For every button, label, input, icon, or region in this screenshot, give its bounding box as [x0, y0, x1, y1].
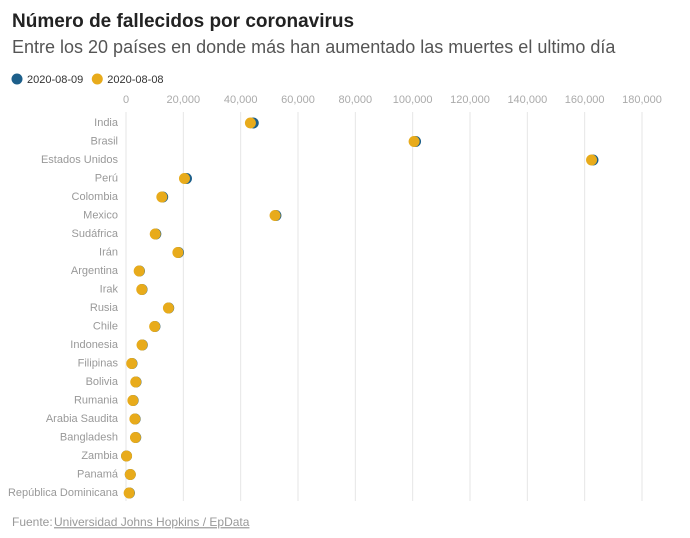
y-tick-label: República Dominicana [8, 487, 119, 499]
y-tick-label: Bolivia [86, 376, 119, 388]
legend-label: 2020-08-08 [107, 74, 163, 86]
source-label: Fuente: [12, 515, 53, 529]
x-tick-label: 100,000 [393, 94, 433, 106]
x-tick-label: 40,000 [224, 94, 258, 106]
y-tick-label: Zambia [81, 450, 119, 462]
dot [124, 469, 136, 480]
y-tick-label: Irak [100, 283, 119, 295]
dot [129, 432, 141, 443]
dot [133, 265, 145, 277]
x-tick-label: 20,000 [167, 94, 201, 106]
dot [244, 117, 256, 129]
dot [129, 413, 141, 425]
y-tick-label: Indonesia [70, 339, 119, 351]
y-tick-label: Filipinas [78, 357, 119, 369]
legend-marker [91, 73, 103, 85]
dot [130, 376, 142, 388]
source-link[interactable]: Universidad Johns Hopkins / EpData [54, 515, 250, 529]
dot [121, 450, 133, 462]
dot [586, 154, 598, 166]
y-tick-label: Rumania [74, 394, 119, 406]
x-tick-label: 0 [123, 94, 129, 106]
dot [156, 191, 168, 203]
x-tick-label: 180,000 [622, 94, 662, 106]
dot [136, 339, 148, 351]
chart-title: Número de fallecidos por coronavirus [12, 11, 354, 32]
y-tick-label: Chile [93, 320, 118, 332]
y-tick-label: Mexico [83, 209, 118, 221]
chart-subtitle: Entre los 20 países en donde más han aum… [12, 37, 616, 57]
y-tick-label: Sudáfrica [72, 228, 119, 240]
dot [269, 210, 281, 221]
y-tick-label: Brasil [90, 135, 118, 147]
x-tick-label: 80,000 [339, 94, 373, 106]
dot [149, 228, 161, 240]
y-tick-label: Bangladesh [60, 431, 118, 443]
x-tick-label: 120,000 [450, 94, 490, 106]
y-tick-label: Panamá [77, 468, 119, 480]
y-tick-label: Estados Unidos [41, 154, 119, 166]
dot [162, 302, 174, 314]
dot [123, 487, 135, 499]
y-tick-label: Argentina [71, 265, 119, 277]
legend-label: 2020-08-09 [27, 74, 83, 86]
legend-marker [11, 73, 23, 85]
dot [127, 395, 139, 406]
dot [126, 358, 138, 369]
x-tick-label: 160,000 [565, 94, 605, 106]
y-tick-label: Perú [95, 172, 118, 184]
x-tick-label: 140,000 [507, 94, 547, 106]
y-tick-label: Irán [99, 246, 118, 258]
y-tick-label: Arabia Saudita [46, 413, 119, 425]
dot [172, 247, 184, 258]
dot [136, 284, 148, 295]
dot [149, 321, 161, 332]
dot [178, 173, 190, 184]
dot [408, 136, 420, 147]
y-tick-label: Rusia [90, 302, 119, 314]
x-tick-label: 60,000 [281, 94, 315, 106]
y-tick-label: India [94, 117, 119, 129]
y-tick-label: Colombia [72, 191, 119, 203]
